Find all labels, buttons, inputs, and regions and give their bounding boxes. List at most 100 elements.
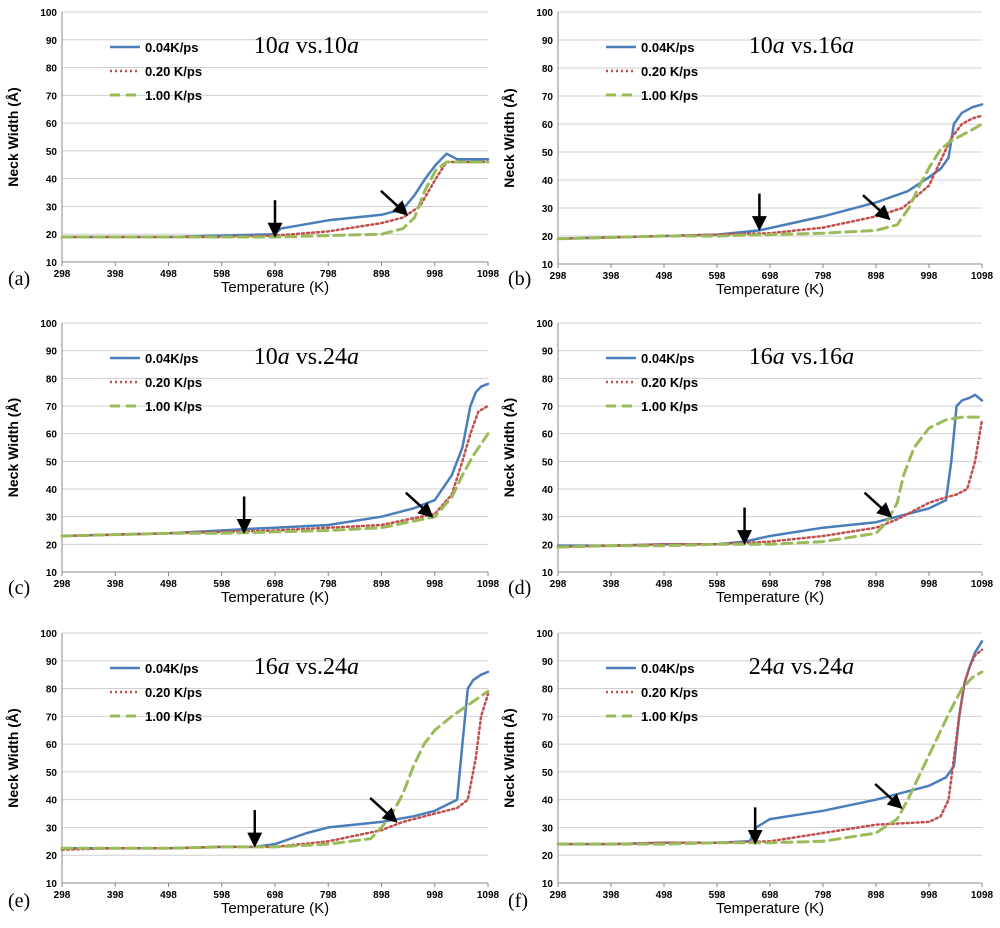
x-tick-label: 298 xyxy=(54,269,71,280)
legend-entry: 0.20 K/ps xyxy=(641,685,698,700)
y-tick-label: 90 xyxy=(46,36,58,47)
x-tick-label: 798 xyxy=(320,890,337,901)
panel-title: 10a vs.24a xyxy=(254,344,359,370)
legend-entry: 1.00 K/ps xyxy=(145,88,202,103)
y-tick-label: 70 xyxy=(46,91,58,102)
x-tick-label: 798 xyxy=(320,269,337,280)
legend-entry: 1.00 K/ps xyxy=(145,709,202,724)
y-tick-label: 80 xyxy=(46,685,58,696)
y-axis-label: Neck Width (Å) xyxy=(501,398,517,497)
series-line-3 xyxy=(556,415,984,549)
x-tick-label: 1098 xyxy=(971,579,994,590)
y-axis-label: Neck Width (Å) xyxy=(5,708,21,807)
x-tick-label: 498 xyxy=(160,579,177,590)
series-line-1 xyxy=(60,670,490,850)
panel-letter: (d) xyxy=(508,577,531,599)
y-tick-label: 60 xyxy=(46,119,58,130)
chart-panel-2: 10 20 30 40 50 60 70 80 90 100 298 398 498 598 698 798 8… xyxy=(501,8,994,298)
y-tick-label: 70 xyxy=(542,92,554,103)
annotation-arrow xyxy=(369,796,398,823)
x-tick-label: 1098 xyxy=(477,890,500,901)
y-tick-label: 80 xyxy=(46,64,58,75)
legend-entry: 1.00 K/ps xyxy=(145,399,202,414)
y-tick-label: 10 xyxy=(542,568,554,579)
y-tick-label: 100 xyxy=(536,319,553,330)
x-tick-label: 898 xyxy=(868,271,885,282)
y-tick-label: 70 xyxy=(542,402,554,413)
series-line-1 xyxy=(556,393,984,547)
y-tick-label: 50 xyxy=(46,147,58,158)
y-tick-label: 100 xyxy=(536,8,553,19)
y-axis-label: Neck Width (Å) xyxy=(501,88,517,187)
y-tick-label: 10 xyxy=(46,568,58,579)
chart-panel-5: 10 20 30 40 50 60 70 80 90 100 298 398 498 598 698 798 8… xyxy=(5,629,500,917)
series-line-3 xyxy=(556,122,984,241)
y-tick-label: 70 xyxy=(46,712,58,723)
legend-entry: 1.00 K/ps xyxy=(641,709,698,724)
y-axis-label: Neck Width (Å) xyxy=(5,398,21,497)
y-tick-label: 20 xyxy=(542,851,554,862)
series-line-1 xyxy=(556,103,984,241)
x-tick-label: 1098 xyxy=(477,579,500,590)
x-tick-label: 498 xyxy=(656,890,673,901)
annotation-arrow xyxy=(863,491,893,518)
y-tick-label: 20 xyxy=(46,230,58,241)
panel-letter: (e) xyxy=(8,890,30,912)
legend-entry: 0.04K/ps xyxy=(145,351,198,366)
series-line-2 xyxy=(556,418,984,549)
x-tick-label: 598 xyxy=(213,890,230,901)
x-tick-label: 398 xyxy=(603,271,620,282)
x-tick-label: 298 xyxy=(550,890,567,901)
panel-title: 10a vs.16a xyxy=(749,33,854,59)
x-tick-label: 598 xyxy=(709,579,726,590)
y-tick-label: 50 xyxy=(46,768,58,779)
y-tick-label: 90 xyxy=(46,657,58,668)
x-tick-label: 698 xyxy=(762,890,779,901)
x-tick-label: 398 xyxy=(107,269,124,280)
y-tick-label: 90 xyxy=(542,347,554,358)
chart-panel-6: 10 20 30 40 50 60 70 80 90 100 298 398 498 598 698 798 8… xyxy=(501,629,994,917)
legend-entry: 1.00 K/ps xyxy=(641,88,698,103)
x-tick-label: 498 xyxy=(160,890,177,901)
x-tick-label: 698 xyxy=(267,579,284,590)
y-tick-label: 100 xyxy=(536,629,553,640)
y-tick-label: 40 xyxy=(542,485,554,496)
y-tick-label: 10 xyxy=(542,260,554,271)
chart-panel-3: 10 20 30 40 50 60 70 80 90 100 298 398 498 598 698 798 8… xyxy=(5,319,500,606)
series-line-3 xyxy=(60,689,490,850)
x-tick-label: 598 xyxy=(213,579,230,590)
x-tick-label: 298 xyxy=(550,579,567,590)
x-tick-label: 998 xyxy=(426,269,443,280)
x-tick-label: 298 xyxy=(54,579,71,590)
panel-letter: (c) xyxy=(8,577,30,599)
y-tick-label: 30 xyxy=(46,823,58,834)
x-tick-label: 898 xyxy=(868,890,885,901)
y-tick-label: 80 xyxy=(542,685,554,696)
series-line-3 xyxy=(60,432,490,538)
y-tick-label: 30 xyxy=(46,513,58,524)
x-tick-label: 598 xyxy=(213,269,230,280)
x-tick-label: 898 xyxy=(868,579,885,590)
panel-letter: (a) xyxy=(8,268,30,290)
annotation-arrow xyxy=(874,783,903,810)
panel-letter: (f) xyxy=(508,890,528,912)
y-tick-label: 100 xyxy=(40,319,57,330)
x-tick-label: 1098 xyxy=(971,890,994,901)
panel-title: 24a vs.24a xyxy=(749,654,854,680)
x-tick-label: 998 xyxy=(921,579,938,590)
x-tick-label: 898 xyxy=(373,269,390,280)
annotation-arrow xyxy=(862,194,891,221)
x-tick-label: 998 xyxy=(426,890,443,901)
legend-entry: 0.20 K/ps xyxy=(641,64,698,79)
annotation-arrow xyxy=(379,189,409,216)
y-tick-label: 60 xyxy=(46,430,58,441)
x-tick-label: 998 xyxy=(921,890,938,901)
y-tick-label: 30 xyxy=(46,202,58,213)
y-tick-label: 60 xyxy=(46,740,58,751)
y-tick-label: 70 xyxy=(46,402,58,413)
x-tick-label: 398 xyxy=(603,890,620,901)
x-tick-label: 1098 xyxy=(477,269,500,280)
x-tick-label: 298 xyxy=(54,890,71,901)
y-tick-label: 10 xyxy=(46,258,58,269)
